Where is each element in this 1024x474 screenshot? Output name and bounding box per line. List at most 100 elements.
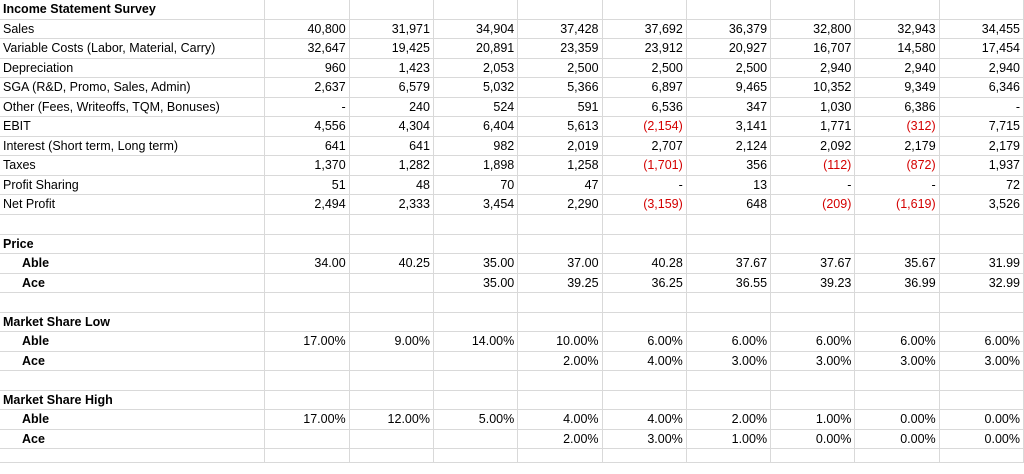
- value-cell[interactable]: 13: [686, 175, 772, 195]
- empty-cell[interactable]: [602, 214, 687, 235]
- value-cell[interactable]: [349, 351, 434, 371]
- sheet-title[interactable]: Income Statement Survey: [0, 0, 266, 20]
- value-cell[interactable]: 356: [686, 155, 772, 176]
- value-cell[interactable]: 4.00%: [602, 409, 687, 430]
- empty-cell[interactable]: [433, 370, 519, 391]
- row-label[interactable]: Interest (Short term, Long term): [0, 136, 266, 156]
- value-cell[interactable]: 9,349: [854, 77, 940, 98]
- empty-cell[interactable]: [0, 370, 266, 391]
- value-cell[interactable]: 0.00%: [939, 429, 1024, 449]
- empty-cell[interactable]: [854, 292, 940, 313]
- value-cell[interactable]: 1,030: [770, 97, 856, 117]
- value-cell[interactable]: 1,423: [349, 58, 434, 78]
- value-cell[interactable]: 960: [264, 58, 350, 78]
- value-cell[interactable]: 10.00%: [517, 331, 603, 352]
- product-label[interactable]: Ace: [0, 429, 266, 449]
- value-cell[interactable]: 1,771: [770, 116, 856, 137]
- value-cell[interactable]: 2,494: [264, 194, 350, 215]
- empty-cell[interactable]: [686, 234, 772, 254]
- value-cell[interactable]: 14,580: [854, 38, 940, 59]
- empty-cell[interactable]: [264, 234, 350, 254]
- value-cell[interactable]: 591: [517, 97, 603, 117]
- value-cell[interactable]: 6.00%: [686, 331, 772, 352]
- value-cell[interactable]: 36.25: [602, 273, 687, 293]
- value-cell[interactable]: 17.00%: [264, 409, 350, 430]
- value-cell[interactable]: 36,379: [686, 19, 772, 39]
- value-cell[interactable]: 0.00%: [854, 409, 940, 430]
- value-cell[interactable]: 2,333: [349, 194, 434, 215]
- empty-cell[interactable]: [686, 390, 772, 410]
- empty-cell[interactable]: [264, 312, 350, 332]
- empty-cell[interactable]: [517, 234, 603, 254]
- empty-cell[interactable]: [686, 0, 772, 20]
- product-label[interactable]: Able: [0, 253, 266, 274]
- value-cell[interactable]: 2,637: [264, 77, 350, 98]
- value-cell[interactable]: 1,370: [264, 155, 350, 176]
- value-cell[interactable]: 2,940: [770, 58, 856, 78]
- value-cell[interactable]: 35.00: [433, 273, 519, 293]
- value-cell[interactable]: 9,465: [686, 77, 772, 98]
- empty-cell[interactable]: [602, 370, 687, 391]
- empty-cell[interactable]: [0, 214, 266, 235]
- empty-cell[interactable]: [349, 370, 434, 391]
- empty-cell[interactable]: [939, 370, 1024, 391]
- value-cell[interactable]: 1.00%: [770, 409, 856, 430]
- value-cell[interactable]: 12.00%: [349, 409, 434, 430]
- empty-cell[interactable]: [939, 234, 1024, 254]
- row-label[interactable]: Other (Fees, Writeoffs, TQM, Bonuses): [0, 97, 266, 117]
- value-cell[interactable]: 23,912: [602, 38, 687, 59]
- value-cell[interactable]: 3.00%: [854, 351, 940, 371]
- value-cell[interactable]: 70: [433, 175, 519, 195]
- empty-cell[interactable]: [854, 0, 940, 20]
- value-cell[interactable]: 34,904: [433, 19, 519, 39]
- value-cell[interactable]: 3.00%: [939, 351, 1024, 371]
- market-share-low-header[interactable]: Market Share Low: [0, 312, 266, 332]
- value-cell[interactable]: 240: [349, 97, 434, 117]
- value-cell[interactable]: -: [939, 97, 1024, 117]
- value-cell[interactable]: 39.25: [517, 273, 603, 293]
- value-cell[interactable]: 2,500: [517, 58, 603, 78]
- value-cell[interactable]: 19,425: [349, 38, 434, 59]
- empty-cell[interactable]: [770, 234, 856, 254]
- value-cell[interactable]: (209): [770, 194, 856, 215]
- value-cell[interactable]: 2.00%: [517, 351, 603, 371]
- value-cell[interactable]: 2.00%: [686, 409, 772, 430]
- value-cell[interactable]: (2,154): [602, 116, 687, 137]
- value-cell[interactable]: 5,366: [517, 77, 603, 98]
- empty-cell[interactable]: [770, 312, 856, 332]
- product-label[interactable]: Able: [0, 331, 266, 352]
- empty-cell[interactable]: [770, 448, 856, 463]
- value-cell[interactable]: 2,019: [517, 136, 603, 156]
- row-label[interactable]: Taxes: [0, 155, 266, 176]
- value-cell[interactable]: (1,619): [854, 194, 940, 215]
- value-cell[interactable]: 35.67: [854, 253, 940, 274]
- empty-cell[interactable]: [433, 0, 519, 20]
- value-cell[interactable]: 641: [349, 136, 434, 156]
- value-cell[interactable]: 10,352: [770, 77, 856, 98]
- value-cell[interactable]: 4.00%: [517, 409, 603, 430]
- value-cell[interactable]: 17,454: [939, 38, 1024, 59]
- value-cell[interactable]: -: [854, 175, 940, 195]
- row-label[interactable]: Sales: [0, 19, 266, 39]
- value-cell[interactable]: 524: [433, 97, 519, 117]
- empty-cell[interactable]: [349, 0, 434, 20]
- row-label[interactable]: Depreciation: [0, 58, 266, 78]
- empty-cell[interactable]: [854, 370, 940, 391]
- value-cell[interactable]: 17.00%: [264, 331, 350, 352]
- value-cell[interactable]: 48: [349, 175, 434, 195]
- value-cell[interactable]: 0.00%: [770, 429, 856, 449]
- empty-cell[interactable]: [433, 312, 519, 332]
- value-cell[interactable]: 32,943: [854, 19, 940, 39]
- value-cell[interactable]: 3,141: [686, 116, 772, 137]
- row-label[interactable]: Variable Costs (Labor, Material, Carry): [0, 38, 266, 59]
- empty-cell[interactable]: [349, 390, 434, 410]
- empty-cell[interactable]: [686, 292, 772, 313]
- value-cell[interactable]: 20,927: [686, 38, 772, 59]
- empty-cell[interactable]: [686, 448, 772, 463]
- empty-cell[interactable]: [939, 448, 1024, 463]
- empty-cell[interactable]: [349, 234, 434, 254]
- value-cell[interactable]: 3,454: [433, 194, 519, 215]
- value-cell[interactable]: 1,282: [349, 155, 434, 176]
- value-cell[interactable]: -: [602, 175, 687, 195]
- value-cell[interactable]: (112): [770, 155, 856, 176]
